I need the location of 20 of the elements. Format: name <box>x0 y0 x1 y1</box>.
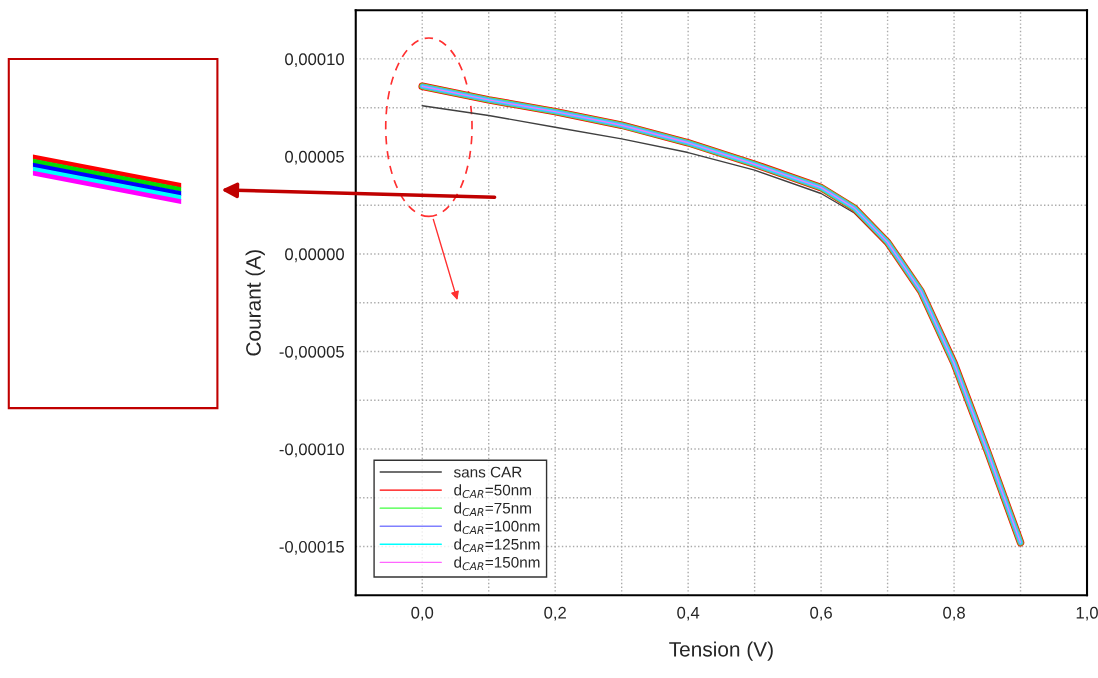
x-tick-label: 0,8 <box>943 606 965 621</box>
legend-label: sans CAR <box>453 466 522 478</box>
x-tick-label: 1,0 <box>1076 606 1098 621</box>
y-tick-label: 0,00000 <box>285 248 344 263</box>
y-tick-label: 0,00010 <box>285 53 344 68</box>
y-tick-label: -0,00015 <box>279 540 344 555</box>
y-tick-label: -0,00010 <box>279 443 344 458</box>
x-tick-label: 0,0 <box>411 606 434 621</box>
x-tick-label: 0,6 <box>810 606 832 621</box>
x-tick-label: 0,2 <box>544 606 566 621</box>
y-tick-label: 0,00005 <box>285 150 344 165</box>
legend-label: d$_{CAR}$=125nm <box>454 538 540 553</box>
legend-label: d$_{CAR}$=100nm <box>454 520 540 535</box>
legend-label: d$_{CAR}$=75nm <box>454 502 531 517</box>
x-tick-label: 0,4 <box>677 606 700 621</box>
y-tick-label: -0,00005 <box>279 345 344 360</box>
x-axis-title: Tension (V) <box>669 641 773 661</box>
legend-label: d$_{CAR}$=50nm <box>454 484 531 498</box>
y-axis-title: Courant (A) <box>245 250 265 356</box>
legend-label: d$_{CAR}$=150nm <box>454 556 540 571</box>
